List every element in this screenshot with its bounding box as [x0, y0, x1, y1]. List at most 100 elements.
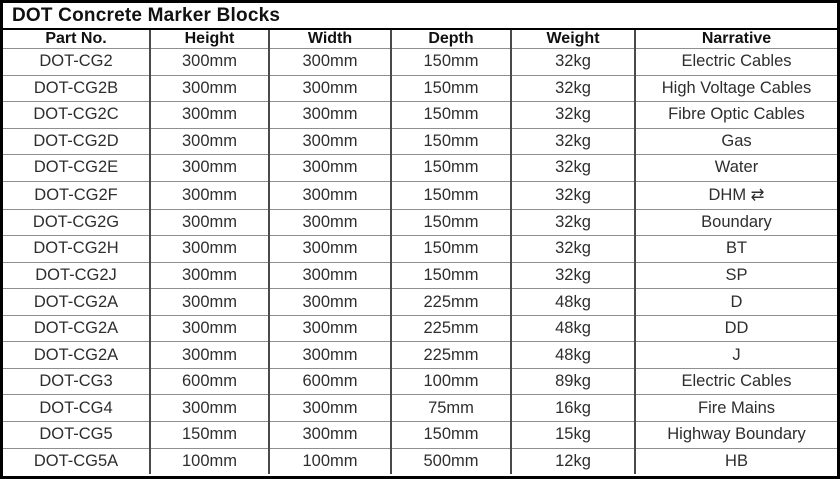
cell: DOT-CG4 — [3, 394, 150, 422]
cell: D — [634, 288, 837, 316]
cell: 300mm — [268, 420, 391, 449]
cell: 300mm — [149, 180, 269, 210]
cell: Boundary — [634, 208, 837, 236]
cell: 300mm — [149, 261, 269, 289]
cell: 300mm — [268, 261, 391, 289]
cell: DOT-CG5 — [3, 420, 150, 449]
cell: 150mm — [390, 154, 511, 182]
table-row: DOT-CG2G 300mm 300mm 150mm 32kg Boundary — [3, 208, 837, 236]
table-row: DOT-CG2C 300mm 300mm 150mm 32kg Fibre Optic C… — [3, 101, 837, 129]
cell: 300mm — [149, 154, 269, 182]
cell: DOT-CG2H — [3, 235, 150, 263]
cell: 300mm — [268, 235, 391, 263]
table-row: DOT-CG2A 300mm 300mm 225mm 48kg D — [3, 288, 837, 316]
cell: 300mm — [149, 74, 269, 102]
cell: 150mm — [390, 420, 511, 449]
table-row: DOT-CG5 150mm 300mm 150mm 15kg Highway Bounda… — [3, 420, 837, 449]
cell: 150mm — [390, 208, 511, 236]
cell: Gas — [634, 127, 837, 155]
cell: DOT-CG2A — [3, 288, 150, 316]
table-row: DOT-CG2A 300mm 300mm 225mm 48kg DD — [3, 314, 837, 342]
page-title: DOT Concrete Marker Blocks — [12, 4, 281, 26]
cell: 300mm — [268, 101, 391, 129]
cell: 300mm — [268, 394, 391, 422]
table-row: DOT-CG2 300mm 300mm 150mm 32kg Electric Cable… — [3, 48, 837, 76]
cell: 32kg — [510, 180, 635, 210]
column-header: Weight — [510, 30, 635, 49]
cell: Electric Cables — [634, 367, 837, 395]
cell: 225mm — [390, 341, 511, 369]
cell: DOT-CG2 — [3, 48, 150, 76]
cell: 300mm — [268, 341, 391, 369]
cell: 300mm — [149, 235, 269, 263]
table-row: DOT-CG2E 300mm 300mm 150mm 32kg Water — [3, 154, 837, 182]
cell: 150mm — [390, 74, 511, 102]
cell: 300mm — [268, 288, 391, 316]
cell: 100mm — [390, 367, 511, 395]
cell: DHM ⇄ — [634, 180, 837, 210]
title-bar: DOT Concrete Marker Blocks — [3, 3, 837, 30]
cell: DOT-CG2E — [3, 154, 150, 182]
cell: DOT-CG2J — [3, 261, 150, 289]
cell: DOT-CG2D — [3, 127, 150, 155]
cell: 300mm — [268, 314, 391, 342]
cell: J — [634, 341, 837, 369]
cell: 300mm — [268, 154, 391, 182]
table-row: DOT-CG2B 300mm 300mm 150mm 32kg High Voltage … — [3, 74, 837, 102]
cell: 500mm — [390, 447, 511, 474]
table-row: DOT-CG2F 300mm 300mm 150mm 32kg DHM ⇄ — [3, 180, 837, 210]
cell: 150mm — [390, 127, 511, 155]
table-body: DOT-CG2 300mm 300mm 150mm 32kg Electric Cable… — [3, 48, 837, 474]
cell: 32kg — [510, 48, 635, 76]
cell: 32kg — [510, 127, 635, 155]
table-row: DOT-CG2A 300mm 300mm 225mm 48kg J — [3, 341, 837, 369]
cell: High Voltage Cables — [634, 74, 837, 102]
cell: Electric Cables — [634, 48, 837, 76]
column-header: Depth — [390, 30, 511, 49]
table-row: DOT-CG2J 300mm 300mm 150mm 32kg SP — [3, 261, 837, 289]
cell: 32kg — [510, 74, 635, 102]
cell: DOT-CG3 — [3, 367, 150, 395]
table-row: DOT-CG3 600mm 600mm 100mm 89kg Electric Cable… — [3, 367, 837, 395]
cell: 150mm — [390, 261, 511, 289]
cell: Highway Boundary — [634, 420, 837, 449]
cell: 89kg — [510, 367, 635, 395]
table-row: DOT-CG4 300mm 300mm 75mm 16kg Fire Mains — [3, 394, 837, 422]
cell: SP — [634, 261, 837, 289]
cell: 150mm — [390, 101, 511, 129]
cell: 300mm — [149, 394, 269, 422]
column-header: Narrative — [634, 30, 837, 49]
cell: 300mm — [268, 180, 391, 210]
cell: 75mm — [390, 394, 511, 422]
cell: 300mm — [149, 208, 269, 236]
cell: 32kg — [510, 208, 635, 236]
cell: 225mm — [390, 288, 511, 316]
cell: DOT-CG2C — [3, 101, 150, 129]
cell: 600mm — [268, 367, 391, 395]
cell: 100mm — [268, 447, 391, 474]
cell: 150mm — [390, 48, 511, 76]
cell: 12kg — [510, 447, 635, 474]
cell: 300mm — [149, 48, 269, 76]
cell: 32kg — [510, 154, 635, 182]
cell: HB — [634, 447, 837, 474]
cell: DD — [634, 314, 837, 342]
cell: DOT-CG2B — [3, 74, 150, 102]
cell: 300mm — [149, 341, 269, 369]
cell: 48kg — [510, 314, 635, 342]
table-row: DOT-CG2H 300mm 300mm 150mm 32kg BT — [3, 235, 837, 263]
column-header: Height — [149, 30, 269, 49]
cell: 150mm — [149, 420, 269, 449]
cell: 32kg — [510, 101, 635, 129]
cell: Fibre Optic Cables — [634, 101, 837, 129]
cell: 16kg — [510, 394, 635, 422]
cell: DOT-CG5A — [3, 447, 150, 474]
cell: 15kg — [510, 420, 635, 449]
cell: DOT-CG2F — [3, 180, 150, 210]
cell: 48kg — [510, 288, 635, 316]
cell: 300mm — [268, 74, 391, 102]
header-row: Part No. Height Width Depth Weight Narrative — [3, 30, 837, 49]
cell: 225mm — [390, 314, 511, 342]
cell: 300mm — [149, 314, 269, 342]
